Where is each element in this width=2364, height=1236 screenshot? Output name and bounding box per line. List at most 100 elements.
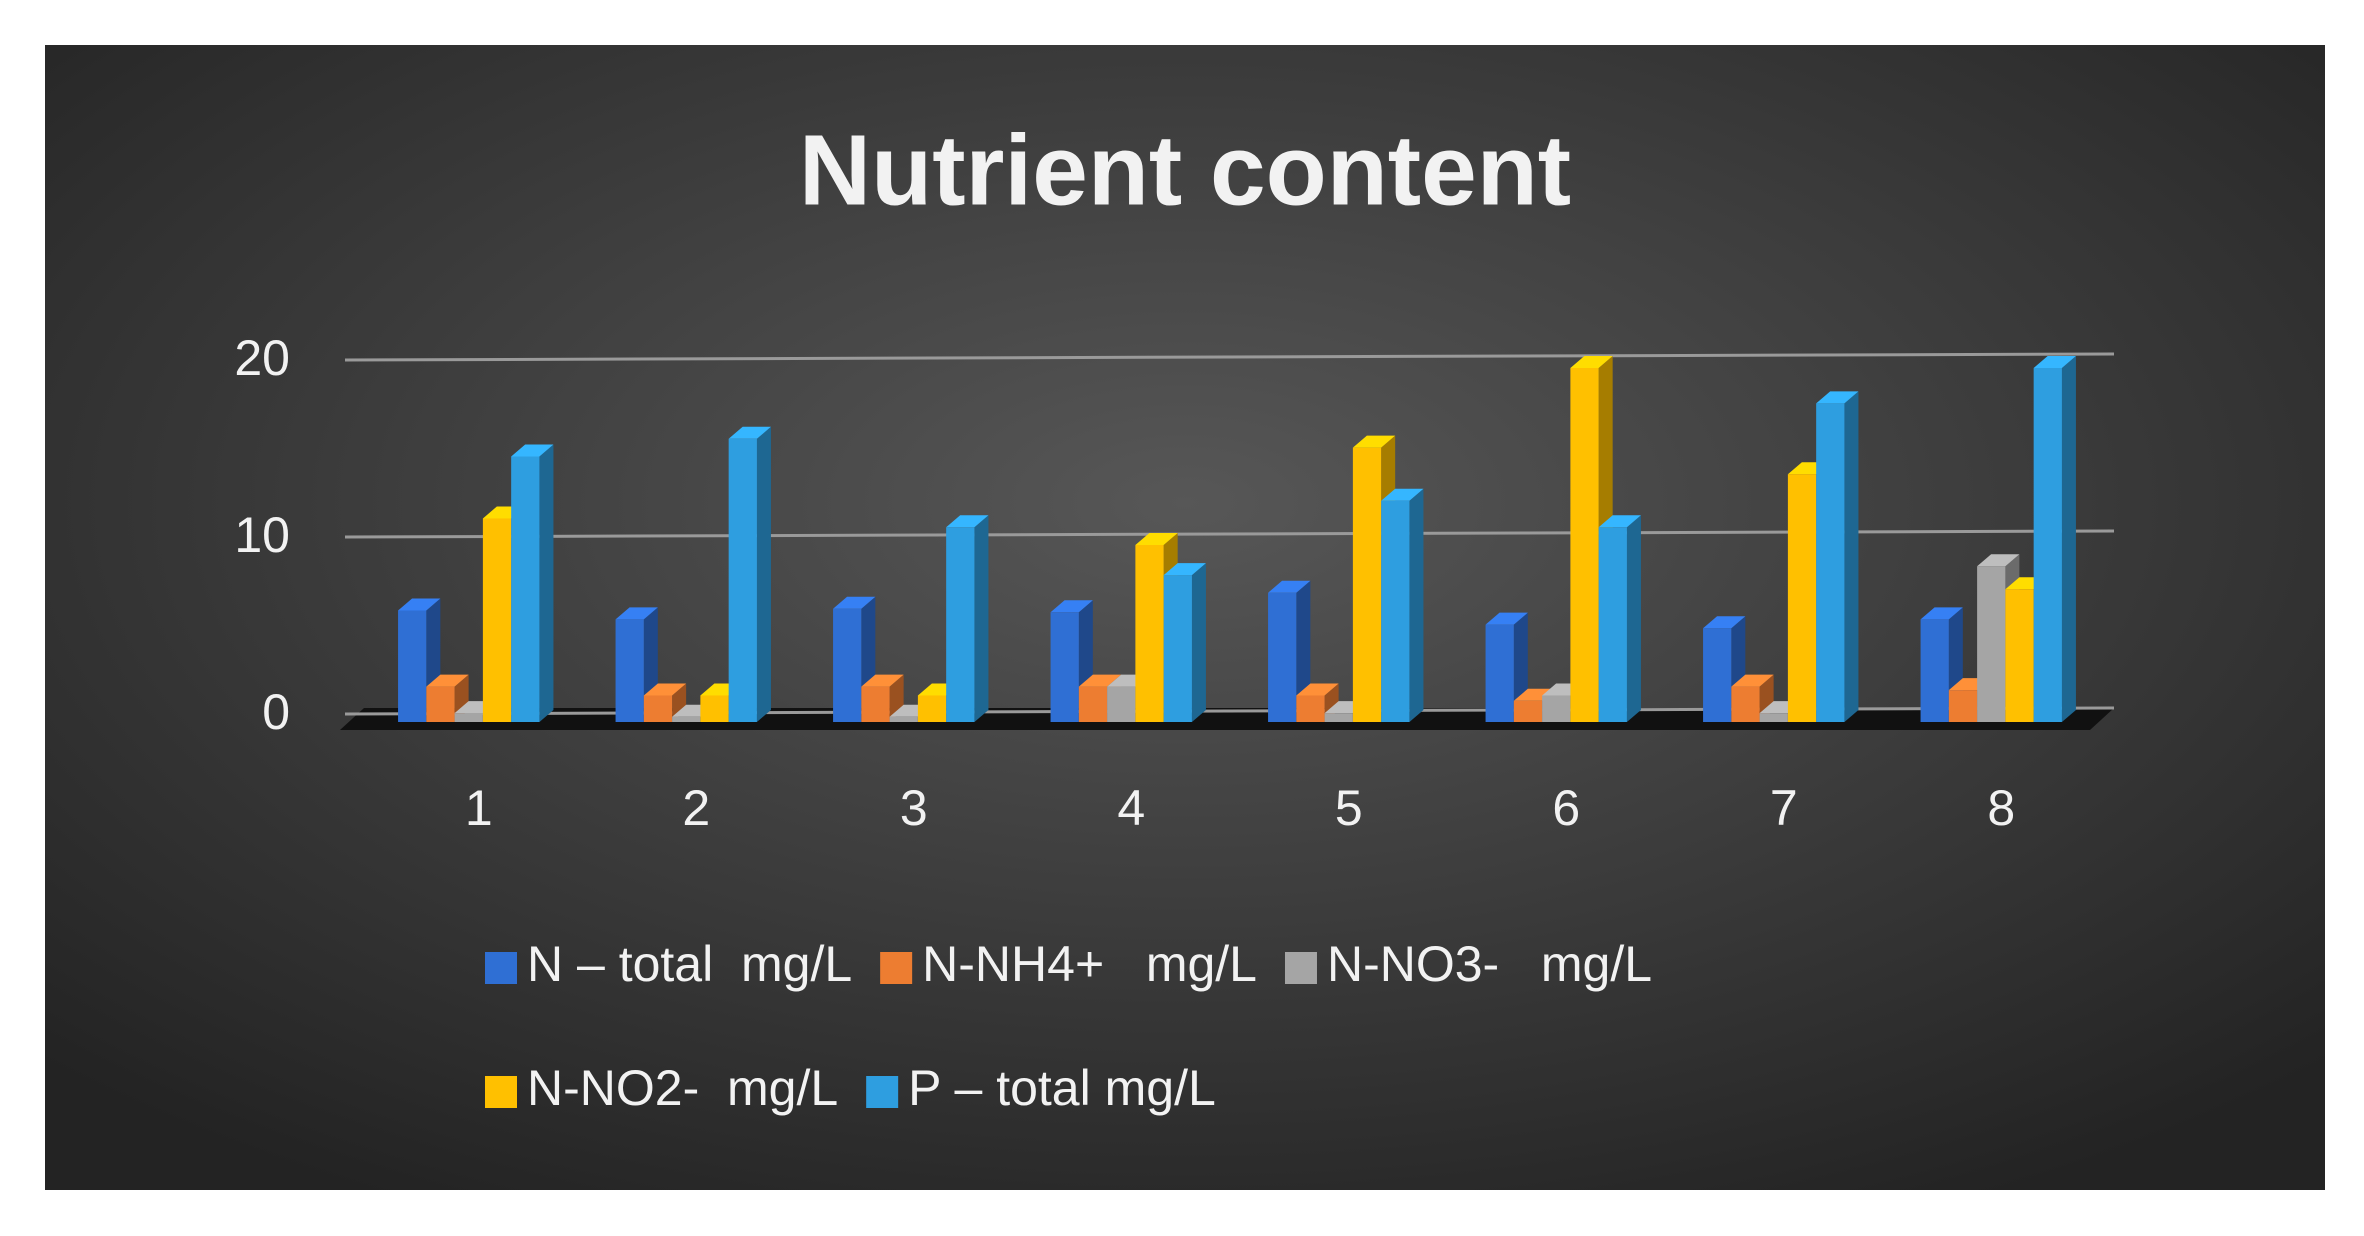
bar-top [946,515,989,528]
bar [2033,368,2062,722]
bar-top [1816,391,1859,404]
bar-group [1920,356,2076,722]
bar-group [833,515,989,722]
bar-top [1135,533,1178,545]
legend-label: N-NO3- mg/L [1327,936,1652,992]
bar-top [398,598,441,611]
legend-swatch [1284,952,1317,984]
bar-top [1731,674,1774,687]
legend-swatch [485,1076,517,1108]
bar-side [756,426,771,722]
bar [1513,700,1543,722]
bar-top [426,674,469,687]
x-tick-label: 5 [1335,780,1363,836]
x-tick-label: 7 [1770,780,1798,836]
bar [1078,686,1108,722]
bar-top [511,444,554,457]
legend-label: N-NO2- mg/L [527,1060,838,1116]
bar [2005,589,2034,722]
bar-top [2033,356,2076,368]
bar-group [398,444,554,722]
bar-top [1078,674,1122,687]
bar-top [615,607,658,620]
bar-top [1598,515,1641,528]
bar [728,438,757,722]
bar-top [1570,356,1613,368]
x-tick-label: 2 [682,780,710,836]
grid-line [344,352,2115,362]
y-tick-label: 20 [234,330,290,386]
bar [889,716,918,722]
bar [861,686,890,722]
legend-swatch [485,952,517,984]
bar [1324,713,1353,722]
bar [1731,686,1760,722]
bar [1268,592,1297,722]
bar-side [1191,563,1206,722]
bar [454,713,483,722]
bar-top [1920,607,1963,620]
bar [1163,575,1192,722]
bar [1352,447,1382,722]
bar [1050,612,1079,722]
bar-top [1050,600,1093,613]
bar-top [1163,563,1206,576]
bar [398,610,427,722]
legend-label: N-NH4+ mg/L [922,936,1257,992]
bar-top [861,674,904,687]
bar-group [1050,533,1206,722]
legend-swatch [880,952,913,984]
bar-top [1268,580,1311,593]
bar-side [1626,515,1641,722]
bar-side [974,515,989,722]
bar [426,686,455,722]
bar [1570,368,1599,722]
bar-side [1844,391,1859,722]
bar-group [1703,391,1859,722]
bar [1816,403,1845,722]
x-tick-label: 6 [1552,780,1580,836]
bar-side [539,444,554,722]
y-tick-label: 0 [262,684,290,740]
bar [1542,695,1571,722]
bar-top [643,683,687,696]
bar-top [1703,616,1746,629]
chart-title: Nutrient content [799,114,1571,226]
bar [1485,624,1514,722]
bar [643,695,673,722]
bar [1787,474,1817,722]
x-tick-label: 3 [900,780,928,836]
legend-swatch [866,1076,899,1108]
bar [833,608,862,722]
bar [482,518,512,722]
bar [1135,545,1164,722]
bar [672,716,701,722]
legend-label: P – total mg/L [908,1060,1216,1116]
bar [700,695,729,722]
bar [615,619,644,722]
bar [1977,566,2006,722]
bar [511,456,540,722]
y-tick-label: 10 [234,507,290,563]
bar-top [1296,683,1339,696]
bar [1759,713,1788,722]
legend-label: N – total mg/L [527,936,852,992]
bar [1107,686,1136,722]
x-tick-label: 8 [1987,780,2015,836]
bar [1920,619,1949,722]
bar [917,695,947,722]
bar [1703,628,1732,722]
bar [1948,690,1978,722]
bar-top [1352,435,1396,448]
bar-group [1268,435,1424,722]
bar-top [833,596,876,609]
bar-group [615,426,771,722]
bar-top [1485,612,1528,625]
bar-top [1381,488,1424,501]
bar-group [1485,356,1641,722]
bar-side [2061,356,2076,722]
x-tick-label: 4 [1117,780,1145,836]
bar [1598,527,1627,722]
